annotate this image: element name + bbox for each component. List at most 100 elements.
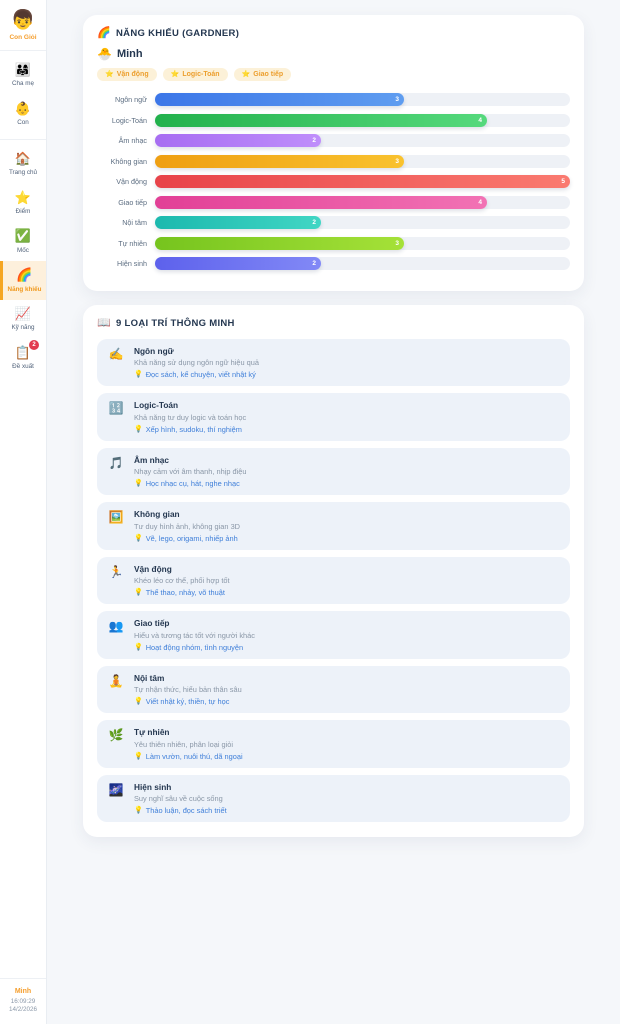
sidebar-item-cha-me[interactable]: 👨‍👩‍👧 Cha mẹ [0,56,43,95]
lightbulb-icon: 💡 [134,425,143,433]
family-icon: 👨‍👩‍👧 [14,62,32,77]
sidebar-item-nang-khieu[interactable]: 🌈 Năng khiếu [0,261,46,301]
chart-row: Vận động 5 [97,175,570,188]
lightbulb-icon: 💡 [134,643,143,651]
chart-bar: 3 [155,154,404,168]
intelligence-tip-text: Đọc sách, kể chuyện, viết nhật ký [145,370,256,379]
app-logo[interactable]: 👦 Con Giỏi [0,0,46,50]
chart-row: Hiện sinh 2 [97,257,570,270]
intelligence-tip: 💡 Đọc sách, kể chuyện, viết nhật ký [134,370,259,379]
intelligence-name: Nội tâm [134,672,165,683]
intelligence-item: 🖼️ Không gian Tư duy hình ảnh, không gian … [97,502,570,550]
boy-face-icon: 👦 [11,10,35,31]
milky-way-icon: 🌌 [108,782,124,797]
intelligence-name: Không gian [134,509,180,519]
numbers-icon: 🔢 [108,401,124,415]
intelligence-item: 🧘 Nội tâm Tự nhận thức, hiểu bản thân sâu 💡… [97,665,570,713]
sidebar-item-label: Mốc [17,246,29,254]
intelligence-body: Âm nhạc Nhạy cảm với âm thanh, nhịp điệu 💡… [134,455,246,489]
intelligence-name: Logic-Toán [134,400,179,410]
intelligence-body: Ngôn ngữ Khả năng sử dụng ngôn ngữ hiệu q… [134,346,259,380]
sidebar-item-de-xuat[interactable]: 📋 Đề xuất 2 [0,339,43,378]
intelligence-tip: 💡 Xếp hình, sudoku, thí nghiệm [134,425,246,434]
intelligence-body: Logic-Toán Khả năng tư duy logic và toán … [134,400,246,434]
chart-bar-value: 5 [561,178,565,185]
chart-bar-track: 2 [155,134,570,147]
strength-chip-label: Vận động [116,71,149,78]
sidebar-main-group: 🏠 Trang chủ ⭐ Điểm ✅ Mốc 🌈 Năng khiếu 📈 Kỹ năng 📋 Đ… [0,140,46,383]
intelligence-desc: Tư duy hình ảnh, không gian 3D [134,521,241,531]
intelligence-tip: 💡 Viết nhật ký, thiền, tự học [134,697,242,706]
runner-icon: 🏃 [108,564,124,579]
music-notes-icon: 🎵 [108,455,124,470]
chart-bar-track: 2 [155,216,570,229]
intelligence-tip: 💡 Thảo luận, đọc sách triết [134,806,227,815]
lightbulb-icon: 💡 [134,589,143,596]
star-icon: ⭐ [241,71,251,78]
chart-row-label: Không gian [110,156,147,166]
strength-chips: ⭐ Vận động ⭐ Logic-Toán ⭐ Giao tiếp [97,68,570,81]
baby-icon: 👶 [14,100,32,116]
intelligence-item: 👥 Giao tiếp Hiểu và tương tác tốt với ngườ… [97,611,570,659]
chart-up-icon: 📈 [14,306,32,322]
lightbulb-icon: 💡 [134,371,143,378]
intelligence-title-text: 9 LOẠI TRÍ THÔNG MINH [116,317,235,329]
chart-bar-value: 4 [478,198,482,206]
star-icon: ⭐ [170,71,180,78]
intelligence-desc: Suy nghĩ sâu về cuộc sống [134,794,223,803]
intelligence-tip-text: Làm vườn, nuôi thú, dã ngoại [145,751,243,761]
strength-chip: ⭐ Giao tiếp [233,68,292,81]
sidebar-item-diem[interactable]: ⭐ Điểm [0,184,43,223]
chart-bar: 2 [155,216,321,229]
sidebar-item-label: Năng khiếu [7,285,42,293]
intelligence-desc: Tự nhận thức, hiểu bản thân sâu [134,685,242,694]
sidebar-divider [0,50,46,51]
gardner-title-text: NĂNG KHIẾU (GARDNER) [116,28,240,39]
chick-icon: 🐣 [97,47,112,61]
star-icon: ⭐ [14,189,32,205]
herb-icon: 🌿 [108,728,124,742]
sidebar-item-trang-chu[interactable]: 🏠 Trang chủ [0,145,43,184]
chart-row-label: Giao tiếp [118,197,147,207]
sidebar-item-label: Cha mẹ [11,80,35,88]
intelligence-tip: 💡 Làm vườn, nuôi thú, dã ngoại [134,752,243,761]
chart-bar-value: 2 [312,260,316,267]
chart-bar: 3 [155,236,404,250]
intelligence-name: Âm nhạc [134,454,170,465]
sidebar-item-con[interactable]: 👶 Con [0,95,43,134]
intelligence-tip: 💡 Thể thao, nhảy, võ thuật [134,588,230,597]
sidebar-item-label: Đề xuất [12,363,34,371]
intelligence-tip-text: Thể thao, nhảy, võ thuật [145,588,225,597]
intelligence-item: 🌌 Hiện sinh Suy nghĩ sâu về cuộc sống 💡 Thảo… [97,774,570,822]
intelligence-item: 🔢 Logic-Toán Khả năng tư duy logic và toán… [97,393,570,441]
strength-chip: ⭐ Vận động [97,68,157,81]
sidebar-item-moc[interactable]: ✅ Mốc [0,222,43,261]
star-icon: ⭐ [105,71,114,78]
intelligence-tip-text: Thảo luận, đọc sách triết [145,806,227,815]
child-name: Minh [116,48,143,60]
sidebar-footer: Minh 16:09:29 14/2/2026 [0,978,46,1024]
writing-hand-icon: ✍️ [108,346,124,361]
intelligence-desc: Nhạy cảm với âm thanh, nhịp điệu [134,467,247,476]
chart-bar-value: 2 [312,219,316,226]
intelligence-desc: Khéo léo cơ thể, phối hợp tốt [134,576,230,585]
chart-bar: 3 [155,93,404,106]
chart-bar-track: 4 [155,113,570,127]
open-book-icon: 📖 [97,316,111,329]
lightbulb-icon: 💡 [134,807,143,814]
sidebar-item-label: Điểm [15,207,31,215]
sidebar-divider [0,138,46,140]
intelligence-item: 🏃 Vận động Khéo léo cơ thể, phối hợp tốt 💡 T… [97,556,570,604]
intelligence-name: Vận động [134,563,172,574]
intelligence-body: Vận động Khéo léo cơ thể, phối hợp tốt 💡 Th… [134,564,230,598]
sidebar-item-ky-nang[interactable]: 📈 Kỹ năng [0,300,43,339]
sidebar-item-label: Trang chủ [8,168,38,176]
chart-row-label: Âm nhạc [118,136,147,145]
chart-bar-track: 3 [155,236,570,250]
sidebar-item-label: Kỹ năng [11,324,35,332]
main-content: 🌈 NĂNG KHIẾU (GARDNER) 🐣 Minh ⭐ Vận động ⭐… [47,0,620,851]
intelligence-tip: 💡 Hoạt động nhóm, tình nguyện [134,643,255,652]
intelligence-card: 📖 9 LOẠI TRÍ THÔNG MINH ✍️ Ngôn ngữ Khả nă… [83,304,584,837]
chart-bar-track: 3 [155,154,570,168]
lightbulb-icon: 💡 [134,752,143,760]
